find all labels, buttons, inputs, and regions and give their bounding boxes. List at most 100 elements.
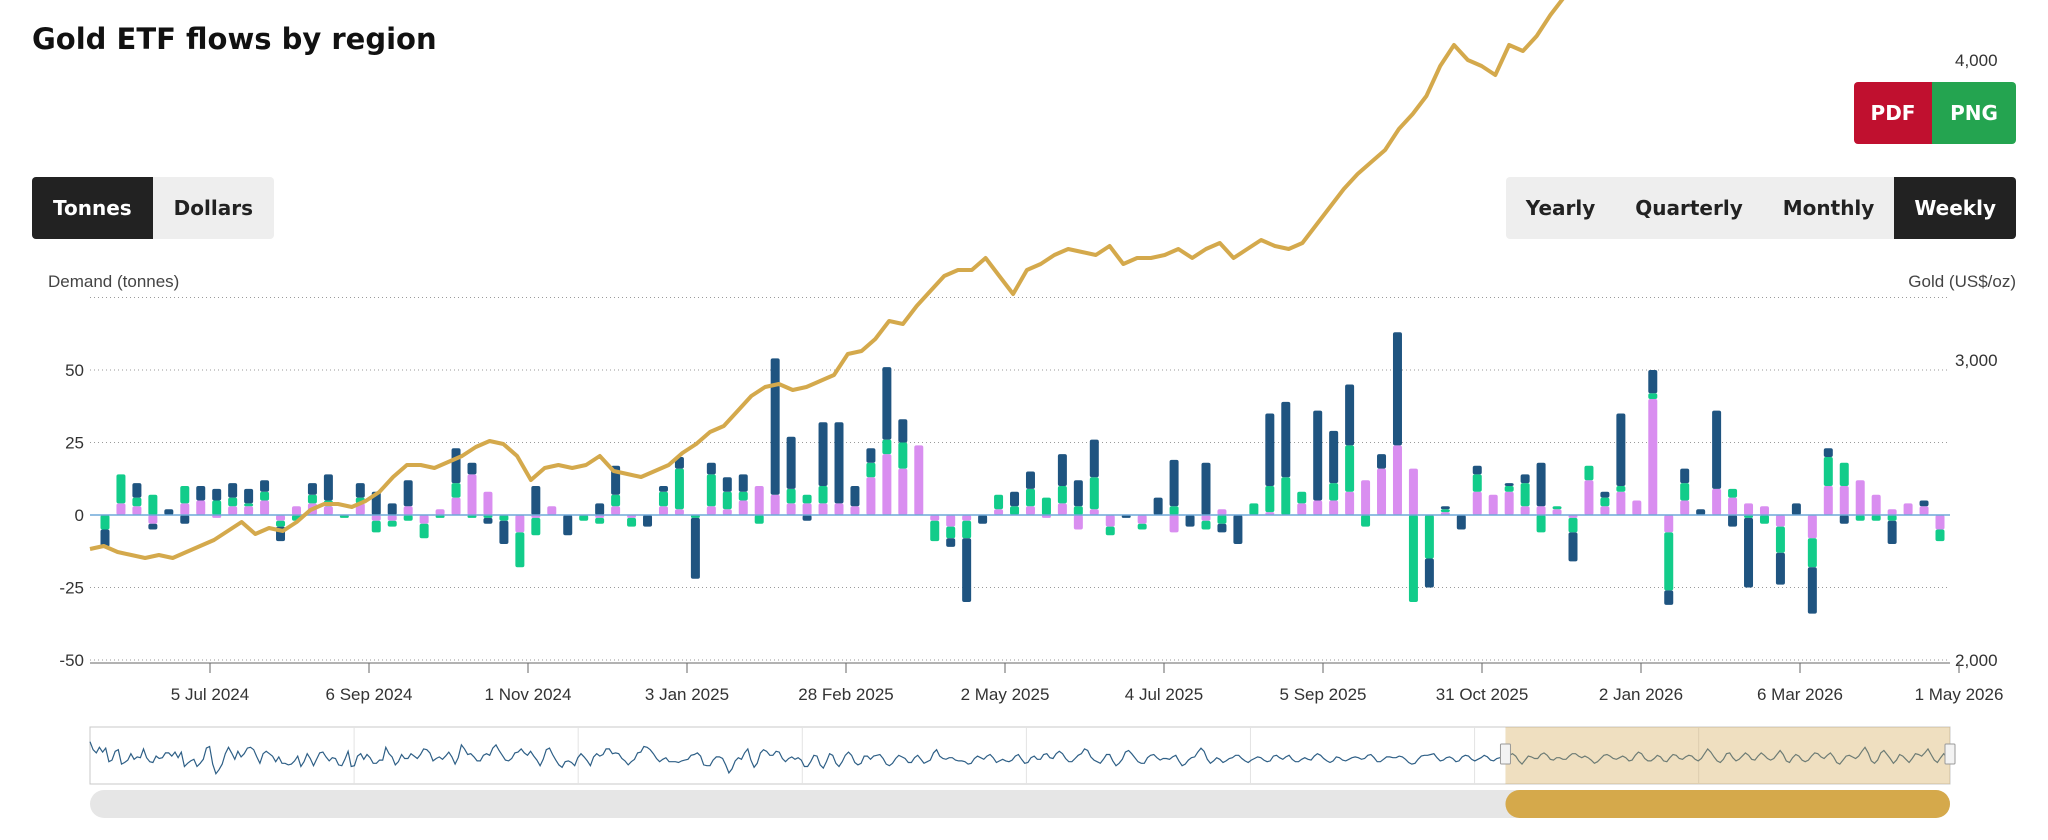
bar-segment (1201, 462, 1211, 515)
bar-segment (1807, 567, 1817, 614)
bar-segment (515, 532, 525, 568)
bar-segment (563, 515, 573, 536)
bar-segment (1744, 517, 1754, 588)
bar-segment (1728, 488, 1738, 498)
bar-segment (1329, 500, 1339, 515)
bar-segment (738, 474, 748, 492)
bar-segment (371, 520, 381, 533)
bar-segment (276, 515, 286, 521)
bar-segment (483, 517, 493, 524)
bar-segment (355, 483, 365, 498)
bar-segment (1169, 506, 1179, 515)
bar-segment (355, 503, 365, 515)
bar-segment (1696, 509, 1706, 515)
bar-segment (690, 517, 700, 579)
period-option-weekly[interactable]: Weekly (1894, 177, 2016, 239)
bar-segment (1025, 471, 1035, 489)
bar-segment (1568, 515, 1578, 518)
bar-segment (962, 520, 972, 539)
pdf-export-button[interactable]: PDF (1854, 82, 1932, 144)
bar-segment (1217, 523, 1227, 533)
bar-segment (1392, 445, 1402, 515)
bar-segment (387, 503, 397, 515)
period-toggle: Yearly Quarterly Monthly Weekly (1505, 177, 2016, 239)
unit-option-dollars[interactable]: Dollars (173, 196, 253, 220)
x-tick-label: 3 Jan 2025 (645, 685, 729, 704)
bar-segment (228, 483, 238, 498)
bar-segment (403, 506, 413, 515)
bar-segment (1744, 503, 1754, 515)
bar-segment (1680, 500, 1690, 515)
bar-segment (307, 483, 317, 495)
bar-segment (148, 523, 158, 530)
bar-segment (994, 494, 1004, 510)
bar-segment (1089, 477, 1099, 510)
bar-segment (930, 520, 940, 542)
bar-segment (674, 457, 684, 469)
bar-segment (291, 506, 301, 515)
bar-segment (1648, 399, 1658, 515)
navigator-selection (1505, 727, 1950, 784)
bar-segment (1010, 506, 1020, 515)
left-tick-label: 50 (65, 361, 84, 380)
range-navigator[interactable] (89, 726, 1956, 818)
bar-segment (132, 483, 142, 498)
bar-segment (1791, 503, 1801, 515)
bar-segment (898, 442, 908, 469)
bar-segment (196, 500, 206, 515)
bar-segment (1424, 558, 1434, 588)
bar-segment (1504, 486, 1514, 492)
bar-segment (818, 503, 828, 515)
left-tick-label: 25 (65, 434, 84, 453)
bar-segment (1887, 520, 1897, 544)
png-export-button[interactable]: PNG (1932, 82, 2016, 144)
bar-segment (1855, 480, 1865, 515)
bar-segment (706, 462, 716, 475)
bar-segment (291, 515, 301, 521)
bar-segment (371, 491, 381, 515)
right-tick-label: 3,000 (1955, 351, 1998, 370)
bar-segment (1632, 500, 1642, 515)
x-tick-label: 5 Sep 2025 (1280, 685, 1367, 704)
bar-segment (451, 497, 461, 515)
unit-option-tonnes[interactable]: Tonnes (32, 177, 153, 239)
bar-segment (1520, 506, 1530, 515)
bar-segment (658, 491, 668, 507)
bar-segment (1775, 552, 1785, 585)
bar-segment (898, 419, 908, 443)
bar-segment (307, 503, 317, 515)
bar-segment (1600, 491, 1610, 498)
x-tick-label: 4 Jul 2025 (1125, 685, 1203, 704)
bar-segment (180, 503, 190, 515)
period-option-monthly[interactable]: Monthly (1782, 196, 1875, 220)
bar-segment (132, 506, 142, 515)
bar-segment (834, 422, 844, 504)
bar-segment (1680, 483, 1690, 501)
bar-segment (786, 436, 796, 489)
bar-segment (1536, 515, 1546, 533)
bar-segment (1871, 515, 1881, 521)
bar-segment (387, 520, 397, 527)
bar-segment (1041, 515, 1051, 518)
bar-segment (419, 515, 429, 524)
bar-segment (1759, 515, 1769, 524)
bar-segment (116, 474, 126, 504)
bar-segment (1329, 483, 1339, 501)
period-option-yearly[interactable]: Yearly (1525, 196, 1596, 220)
bar-segment (1472, 474, 1482, 492)
period-option-quarterly[interactable]: Quarterly (1635, 196, 1743, 220)
bar-segment (260, 500, 270, 515)
bar-segment (882, 367, 892, 440)
navigator-handle (1499, 743, 1511, 765)
bar-segment (898, 468, 908, 515)
bar-segment (1025, 488, 1035, 507)
bar-segment (738, 491, 748, 501)
bar-segment (866, 448, 876, 463)
bar-segment (228, 497, 238, 507)
bar-segment (866, 462, 876, 478)
x-tick-label: 28 Feb 2025 (798, 685, 893, 704)
bar-segment (1664, 532, 1674, 591)
bar-segment (1919, 506, 1929, 515)
bar-segment (802, 494, 812, 504)
bar-segment (515, 515, 525, 533)
